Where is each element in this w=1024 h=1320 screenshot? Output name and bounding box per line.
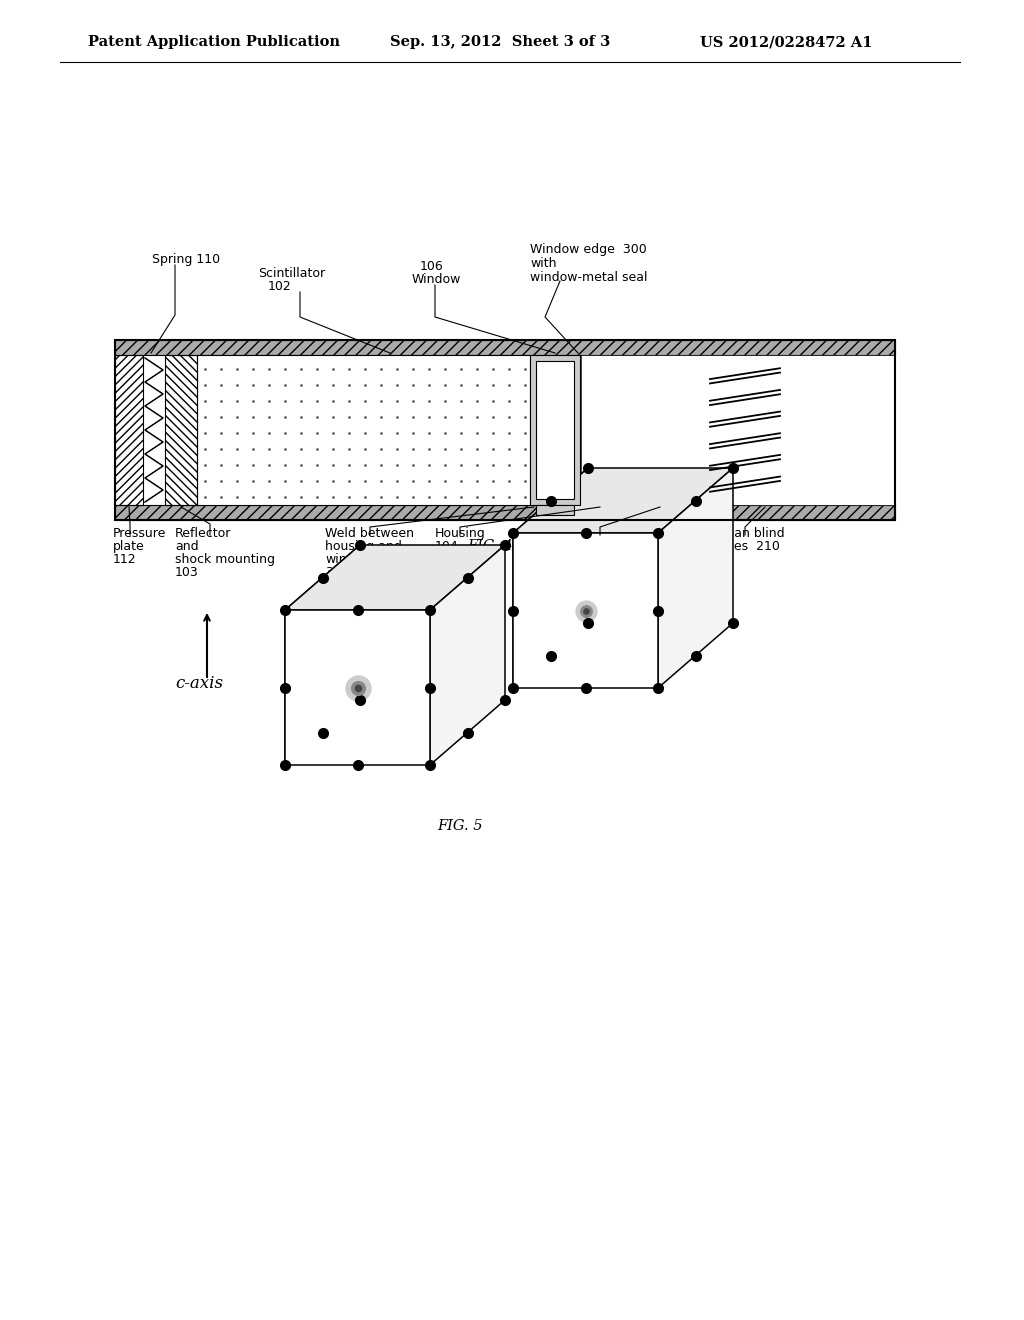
Text: Window edge  300: Window edge 300	[530, 243, 647, 256]
Bar	[165, 355, 197, 506]
Text: with: with	[530, 257, 556, 271]
Polygon shape	[513, 469, 588, 688]
Text: Pressure: Pressure	[113, 527, 166, 540]
Text: plate: plate	[113, 540, 144, 553]
Bar	[536, 506, 574, 515]
Text: FIG. 4: FIG. 4	[467, 539, 513, 553]
Text: Sep. 13, 2012  Sheet 3 of 3: Sep. 13, 2012 Sheet 3 of 3	[390, 36, 610, 49]
Bar	[197, 355, 530, 506]
Polygon shape	[285, 545, 505, 610]
Bar	[115, 355, 143, 506]
Text: Photocathode: Photocathode	[548, 527, 635, 540]
Text: Venetian blind: Venetian blind	[695, 527, 784, 540]
Text: shock mounting: shock mounting	[175, 553, 275, 566]
Text: Housing: Housing	[435, 527, 485, 540]
Text: 208: 208	[548, 540, 571, 553]
Polygon shape	[658, 469, 733, 688]
Text: Spring 110: Spring 110	[152, 253, 220, 267]
Text: Window: Window	[412, 273, 462, 286]
Text: FIG. 5: FIG. 5	[437, 818, 482, 833]
Bar	[530, 355, 580, 506]
Bar	[115, 506, 895, 520]
Polygon shape	[430, 545, 505, 766]
Bar	[115, 506, 895, 520]
Text: and: and	[175, 540, 199, 553]
Text: 106: 106	[420, 260, 443, 273]
Text: Scintillator: Scintillator	[258, 267, 326, 280]
Text: US 2012/0228472 A1: US 2012/0228472 A1	[700, 36, 872, 49]
Text: housing and: housing and	[325, 540, 401, 553]
Text: 103: 103	[175, 566, 199, 579]
Polygon shape	[513, 469, 733, 533]
Text: Patent Application Publication: Patent Application Publication	[88, 36, 340, 49]
Text: c-axis: c-axis	[175, 675, 223, 692]
Text: Reflector: Reflector	[175, 527, 231, 540]
Text: window-metal seal: window-metal seal	[530, 271, 647, 284]
Text: window: window	[325, 553, 373, 566]
Bar	[536, 360, 574, 499]
Bar	[115, 341, 895, 355]
Text: Weld between: Weld between	[325, 527, 414, 540]
Bar	[581, 355, 895, 506]
Text: 104: 104	[435, 540, 459, 553]
Polygon shape	[285, 545, 360, 766]
Text: 302: 302	[325, 566, 349, 579]
Bar	[115, 341, 895, 520]
Bar	[115, 341, 895, 355]
Text: 102: 102	[268, 280, 292, 293]
Polygon shape	[285, 610, 430, 766]
Text: dynodes  210: dynodes 210	[695, 540, 780, 553]
Text: 112: 112	[113, 553, 136, 566]
Polygon shape	[513, 533, 658, 688]
